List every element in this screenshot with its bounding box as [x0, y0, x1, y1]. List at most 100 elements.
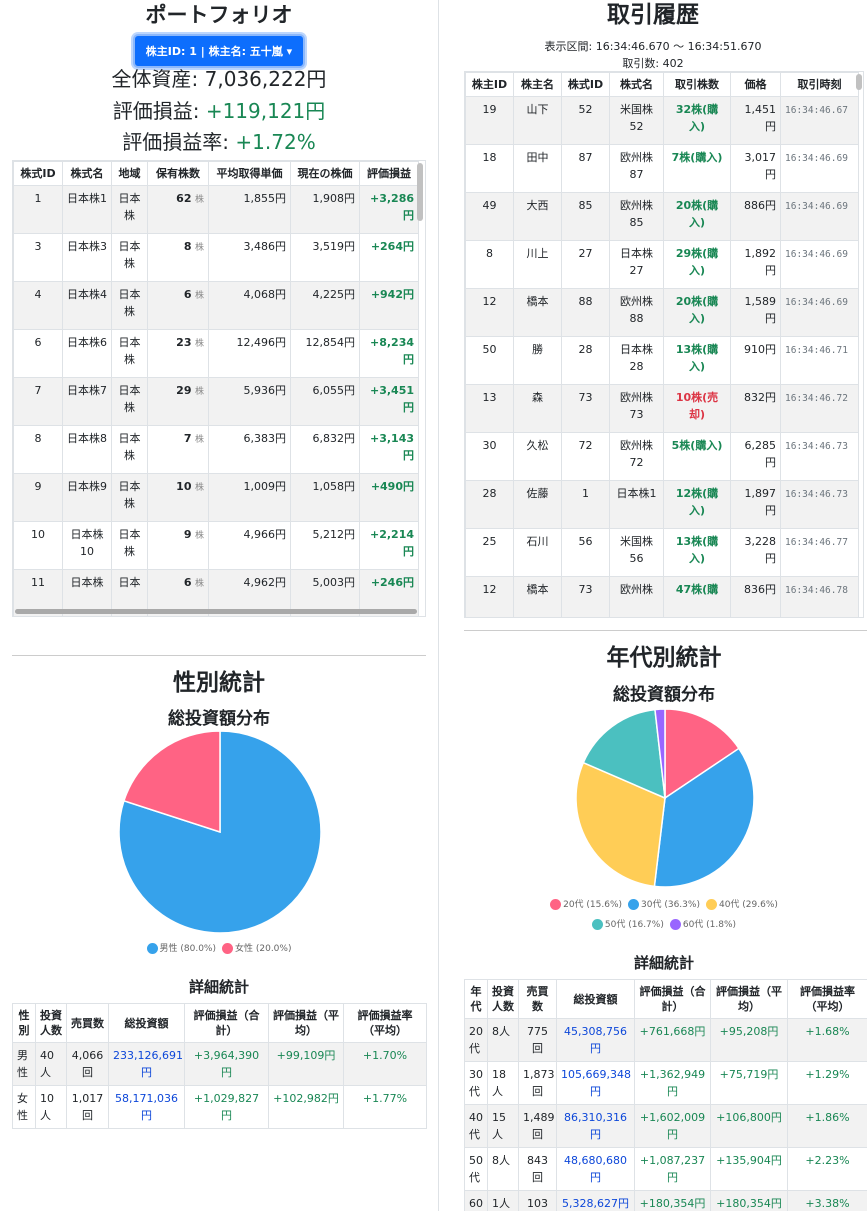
- stock-id-value: 72: [578, 439, 593, 452]
- holding-row[interactable]: 10 日本株10 日本株 9 株 4,966円 5,212円 +2,214円: [13, 521, 419, 570]
- trade-row[interactable]: 18 田中 87 欧州株87 7株(購入) 3,017円 16:34:46.69: [465, 144, 859, 193]
- pie-slice[interactable]: [122, 730, 221, 834]
- legend-item[interactable]: 女性 (20.0%): [222, 943, 291, 954]
- stock-id-value: 87: [578, 151, 593, 164]
- trade-count: 4,066回: [66, 1042, 109, 1086]
- legend-item[interactable]: 20代 (15.6%): [550, 899, 622, 910]
- current-price-value: 1,058円: [312, 480, 356, 493]
- trade-price-value: 1,892円: [744, 247, 777, 277]
- trade-row[interactable]: 25 石川 56 米国株56 13株(購入) 3,228円 16:34:46.77: [465, 528, 859, 577]
- trade-row[interactable]: 49 大西 85 欧州株85 20株(購入) 886円 16:34:46.69: [465, 192, 859, 241]
- pie-slice[interactable]: [654, 708, 666, 799]
- share-unit: 株: [194, 195, 204, 205]
- gender-stats-row: 女性 10人 1,017回 58,171,036円 +1,029,827円 +102,98…: [12, 1085, 427, 1129]
- trade-quantity-value: 29株(購入): [675, 247, 719, 277]
- stock-id: 27: [561, 240, 610, 289]
- holding-row[interactable]: 6 日本株6 日本株 23 株 12,496円 12,854円 +8,234円: [13, 329, 419, 378]
- shares-held: 8 株: [147, 233, 209, 282]
- shares-held-value: 7: [183, 432, 192, 445]
- age-detail-column-header: 評価損益（平均）: [710, 979, 788, 1019]
- legend-label: 60代 (1.8%): [682, 920, 737, 930]
- avg-cost-value: 12,496円: [236, 336, 287, 349]
- trade-row[interactable]: 28 佐藤 1 日本株1 12株(購入) 1,897円 16:34:46.73: [465, 480, 859, 529]
- legend-item[interactable]: 30代 (36.3%): [628, 899, 700, 910]
- holdings-vertical-scrollbar[interactable]: [417, 163, 423, 221]
- unrealized-pl-value: +2,214円: [369, 528, 414, 558]
- avg-cost: 5,936円: [208, 377, 291, 426]
- unrealized-pl-value: +3,286円: [369, 192, 414, 222]
- stock-name: 欧州株88: [609, 288, 664, 337]
- share-unit: 株: [194, 243, 204, 253]
- trade-row[interactable]: 12 橋本 73 欧州株 47株(購 836円 16:34:46.78: [465, 576, 859, 617]
- holding-row[interactable]: 1 日本株1 日本株 62 株 1,855円 1,908円 +3,286円: [13, 185, 419, 234]
- total-investment: 86,310,316円: [556, 1104, 635, 1148]
- current-price-value: 6,055円: [312, 384, 356, 397]
- share-unit: 株: [194, 579, 204, 589]
- gender-detail-column-header: 評価損益率（平均）: [343, 1003, 427, 1043]
- stock-name: 日本株7: [62, 377, 112, 426]
- stock-id-value: 73: [578, 583, 593, 596]
- pl-rate-average: +1.68%: [787, 1018, 867, 1062]
- pie-slice[interactable]: [575, 761, 666, 888]
- stock-id-value: 4: [34, 288, 42, 301]
- shareholder-name: 勝: [513, 336, 562, 385]
- shareholder-selector-dropdown[interactable]: 株主ID: 1 | 株主名: 五十嵐 ▾: [132, 34, 306, 68]
- stock-name: 欧州株87: [609, 144, 664, 193]
- trade-time-value: 16:34:46.72: [785, 393, 848, 404]
- holding-row[interactable]: 8 日本株8 日本株 7 株 6,383円 6,832円 +3,143円: [13, 425, 419, 474]
- stock-region-value: 日本株: [118, 384, 141, 414]
- holdings-table-container[interactable]: 株式ID 株式名 地域 保有株数 平均取得単価 現在の株価 評価損益 1 日本株1 日本株 62 …: [12, 160, 426, 617]
- pl-value: +119,121円: [205, 99, 326, 123]
- legend-item[interactable]: 60代 (1.8%): [669, 919, 737, 930]
- legend-item[interactable]: 40代 (29.6%): [705, 899, 778, 910]
- trade-price-value: 6,285円: [744, 439, 777, 469]
- trade-time-value: 16:34:46.69: [785, 201, 848, 212]
- holding-row[interactable]: 9 日本株9 日本株 10 株 1,009円 1,058円 +490円: [13, 473, 419, 522]
- legend-swatch: [222, 943, 233, 954]
- pie-slice[interactable]: [664, 708, 740, 800]
- trade-time-value: 16:34:46.78: [785, 585, 848, 596]
- trades-vertical-scrollbar[interactable]: [856, 74, 862, 90]
- stock-region: 日本株: [111, 473, 148, 522]
- shareholder-id: 49: [465, 192, 514, 241]
- section-divider: [12, 655, 426, 656]
- unrealized-pl-value: +8,234円: [369, 336, 414, 366]
- shares-held: 10 株: [147, 473, 209, 522]
- holding-row[interactable]: 3 日本株3 日本株 8 株 3,486円 3,519円 +264円: [13, 233, 419, 282]
- legend-item[interactable]: 50代 (16.7%): [591, 919, 664, 930]
- trade-time: 16:34:46.69: [780, 192, 859, 241]
- pl-sum: +1,087,237円: [634, 1147, 711, 1191]
- legend-label: 男性 (80.0%): [159, 944, 216, 954]
- investor-count: 15人: [487, 1104, 519, 1148]
- trade-price: 910円: [730, 336, 781, 385]
- holdings-horizontal-scrollbar[interactable]: [15, 609, 417, 614]
- trade-row[interactable]: 50 勝 28 日本株28 13株(購入) 910円 16:34:46.71: [465, 336, 859, 385]
- stock-name-value: 日本株4: [67, 288, 107, 301]
- trade-row[interactable]: 12 橋本 88 欧州株88 20株(購入) 1,589円 16:34:46.69: [465, 288, 859, 337]
- trade-row[interactable]: 8 川上 27 日本株27 29株(購入) 1,892円 16:34:46.69: [465, 240, 859, 289]
- pl-sum: +3,964,390円: [184, 1042, 269, 1086]
- trade-quantity-value: 10株(売却): [675, 391, 719, 421]
- trade-quantity-value: 20株(購入): [675, 199, 719, 229]
- trade-row[interactable]: 30 久松 72 欧州株72 5株(購入) 6,285円 16:34:46.73: [465, 432, 859, 481]
- holding-row[interactable]: 11 日本株 日本 6 株 4,962円 5,003円 +246円: [13, 569, 419, 616]
- stock-region-value: 日本: [118, 576, 141, 589]
- holding-row[interactable]: 7 日本株7 日本株 29 株 5,936円 6,055円 +3,451円: [13, 377, 419, 426]
- unrealized-pl-value: +942円: [370, 288, 414, 301]
- trade-price-value: 1,589円: [744, 295, 777, 325]
- stock-name-value: 日本株1: [616, 487, 657, 500]
- stock-id-value: 6: [34, 336, 42, 349]
- pie-slice[interactable]: [582, 708, 666, 800]
- stock-id: 1: [13, 185, 63, 234]
- trade-row[interactable]: 19 山下 52 米国株52 32株(購入) 1,451円 16:34:46.67: [465, 96, 859, 145]
- shareholder-id-value: 28: [482, 487, 497, 500]
- pie-slice[interactable]: [653, 747, 755, 888]
- trade-history-table-container[interactable]: 株主ID 株主名 株式ID 株式名 取引株数 価格 取引時刻 19 山下 52 米国株52 32株(…: [464, 71, 864, 618]
- shareholder-id-value: 19: [482, 103, 497, 116]
- holding-row[interactable]: 4 日本株4 日本株 6 株 4,068円 4,225円 +942円: [13, 281, 419, 330]
- shareholder-name-value: 森: [532, 391, 543, 404]
- trade-price-value: 886円: [744, 199, 776, 212]
- legend-item[interactable]: 男性 (80.0%): [146, 943, 216, 954]
- trade-row[interactable]: 13 森 73 欧州株73 10株(売却) 832円 16:34:46.72: [465, 384, 859, 433]
- trade-price: 3,017円: [730, 144, 781, 193]
